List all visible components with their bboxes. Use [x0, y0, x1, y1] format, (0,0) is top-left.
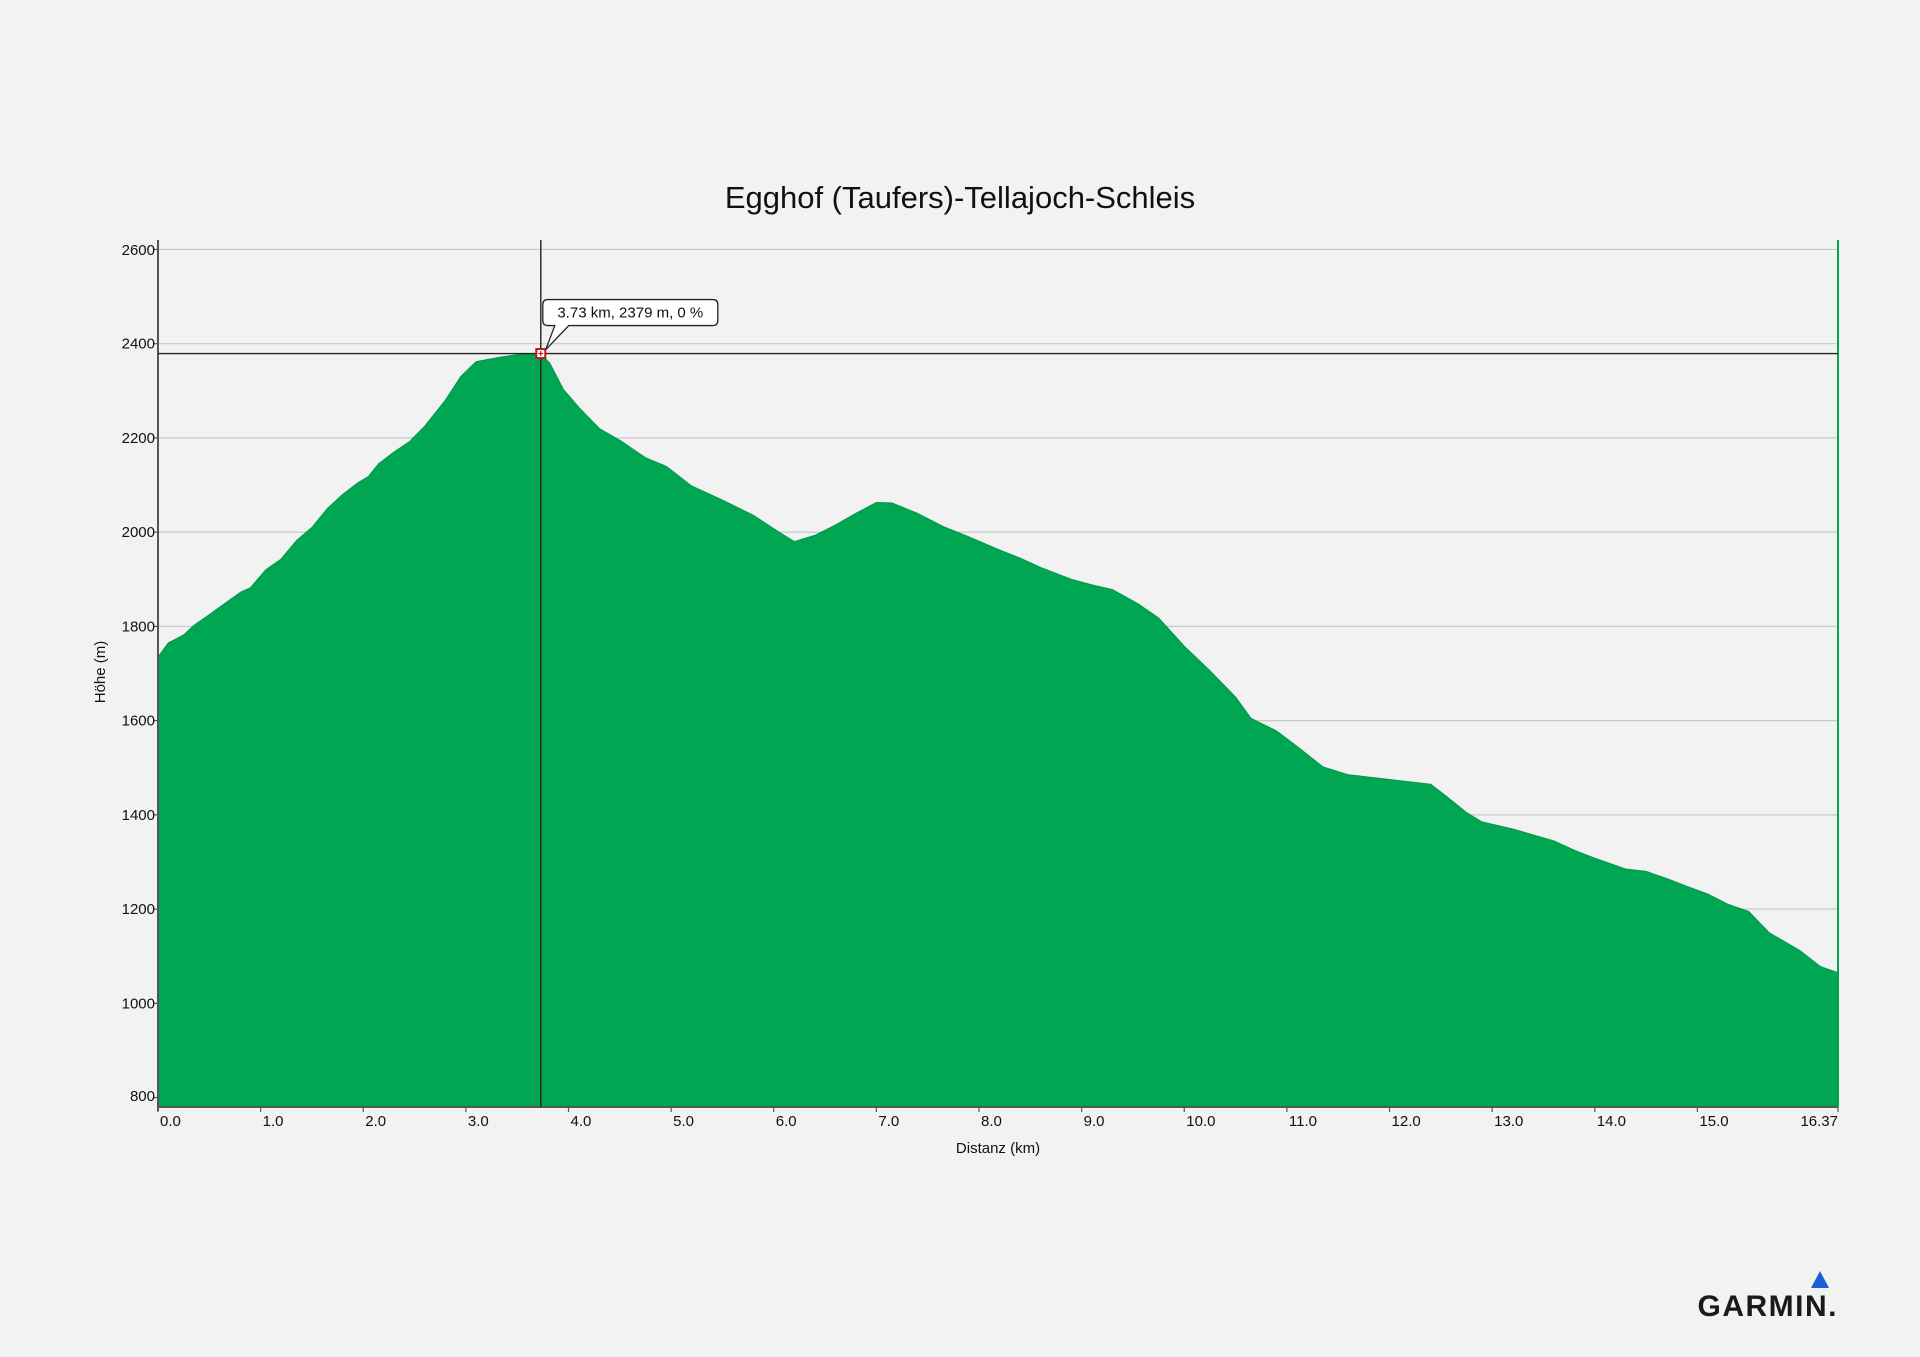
cursor-tooltip-label: 3.73 km, 2379 m, 0 % — [557, 305, 703, 322]
y-tick-label: 1400 — [122, 807, 155, 824]
garmin-logo: GARMIN. — [1698, 1271, 1839, 1323]
x-tick-label: 11.0 — [1289, 1113, 1317, 1130]
y-tick-label: 1800 — [122, 618, 155, 635]
x-tick-label: 8.0 — [981, 1113, 1002, 1130]
y-tick-label: 2200 — [122, 430, 155, 447]
x-tick-label: 12.0 — [1392, 1113, 1421, 1130]
garmin-triangle-icon — [1811, 1271, 1829, 1288]
cursor-tooltip-box — [542, 298, 719, 351]
y-tick-label: 1000 — [122, 995, 155, 1012]
elevation-area — [157, 353, 1839, 1108]
x-tick-label: 14.0 — [1597, 1113, 1626, 1130]
area-layer — [157, 353, 1839, 1108]
x-axis-ticks: 0.0 1.0 2.0 3.0 4.0 5.0 6.0 7.0 8.0 9.0 10.0 11.0 12… — [157, 1107, 1839, 1130]
x-tick-label: 7.0 — [878, 1113, 899, 1130]
x-tick-label: 13.0 — [1494, 1113, 1523, 1130]
axes — [157, 240, 1839, 1111]
y-tick-label: 2600 — [122, 242, 155, 259]
y-tick-label: 1200 — [122, 901, 155, 918]
x-tick-label: 0.0 — [160, 1113, 181, 1130]
x-tick-label: 10.0 — [1186, 1113, 1215, 1130]
x-tick-label: 6.0 — [776, 1113, 797, 1130]
x-tick-label: 3.0 — [468, 1113, 489, 1130]
x-tick-label: 15.0 — [1699, 1113, 1728, 1130]
y-tick-label: 2000 — [122, 524, 155, 541]
y-tick-label: 1600 — [122, 713, 155, 730]
y-axis-label: Höhe (m) — [92, 641, 109, 704]
y-tick-label: 800 — [130, 1088, 155, 1105]
cursor-crosshair[interactable]: 3.73 km, 2379 m, 0 % — [158, 240, 1838, 1107]
chart-title: Egghof (Taufers)-Tellajoch-Schleis — [725, 180, 1195, 215]
x-axis-label: Distanz (km) — [956, 1140, 1040, 1157]
y-axis-ticks: 2600 2400 2200 2000 1800 1600 1400 1200 1000 800 — [122, 242, 158, 1105]
garmin-wordmark: GARMIN. — [1698, 1290, 1839, 1323]
x-tick-label: 4.0 — [571, 1113, 592, 1130]
x-tick-label: 9.0 — [1084, 1113, 1105, 1130]
x-tick-label: 16.37 — [1800, 1113, 1838, 1130]
y-tick-label: 2400 — [122, 336, 155, 353]
x-tick-label: 1.0 — [263, 1113, 284, 1130]
x-tick-label: 2.0 — [365, 1113, 386, 1130]
x-tick-label: 5.0 — [673, 1113, 694, 1130]
